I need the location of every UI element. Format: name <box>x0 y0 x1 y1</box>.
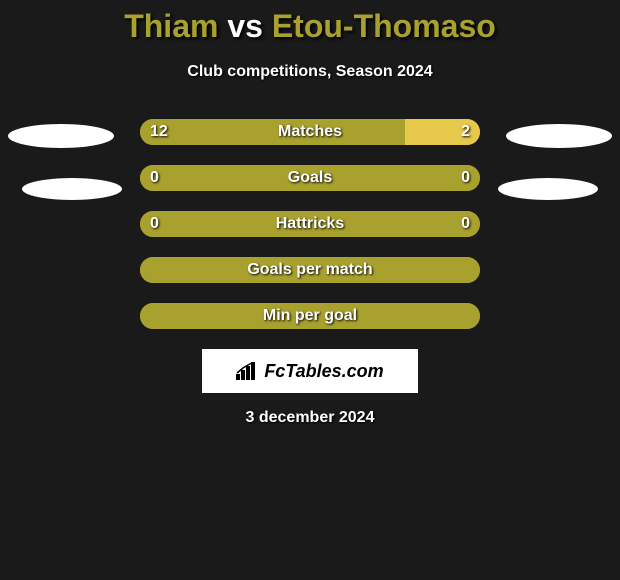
stat-row: Matches12 2 <box>0 119 620 145</box>
bar-track: Hattricks <box>140 211 480 237</box>
stat-row: Hattricks0 0 <box>0 211 620 237</box>
bar-track: Goals per match <box>140 257 480 283</box>
stat-value-right: 2 <box>461 119 470 145</box>
stat-row: Min per goal <box>0 303 620 329</box>
stat-label: Matches <box>140 119 480 145</box>
player-left-name: Thiam <box>124 8 218 44</box>
vs-label: vs <box>227 8 263 44</box>
logo-text: FcTables.com <box>264 361 383 382</box>
bar-track: Goals <box>140 165 480 191</box>
bar-track: Matches <box>140 119 480 145</box>
stat-label: Goals <box>140 165 480 191</box>
stat-row: Goals0 0 <box>0 165 620 191</box>
comparison-card: Thiam vs Etou-Thomaso Club competitions,… <box>0 0 620 580</box>
stat-value-right: 0 <box>461 165 470 191</box>
player-right-name: Etou-Thomaso <box>272 8 496 44</box>
stat-value-left: 0 <box>150 211 159 237</box>
stat-rows: Matches122Goals00Hattricks00Goals per ma… <box>0 119 620 329</box>
stat-label: Hattricks <box>140 211 480 237</box>
subtitle: Club competitions, Season 2024 <box>0 63 620 81</box>
chart-icon <box>236 362 258 380</box>
stat-value-right: 0 <box>461 211 470 237</box>
bar-track: Min per goal <box>140 303 480 329</box>
stat-value-left: 0 <box>150 165 159 191</box>
stat-label: Min per goal <box>140 303 480 329</box>
page-title: Thiam vs Etou-Thomaso <box>0 0 620 45</box>
stat-row: Goals per match <box>0 257 620 283</box>
date-label: 3 december 2024 <box>0 409 620 427</box>
stat-value-left: 12 <box>150 119 168 145</box>
stat-label: Goals per match <box>140 257 480 283</box>
logo-box[interactable]: FcTables.com <box>202 349 418 393</box>
